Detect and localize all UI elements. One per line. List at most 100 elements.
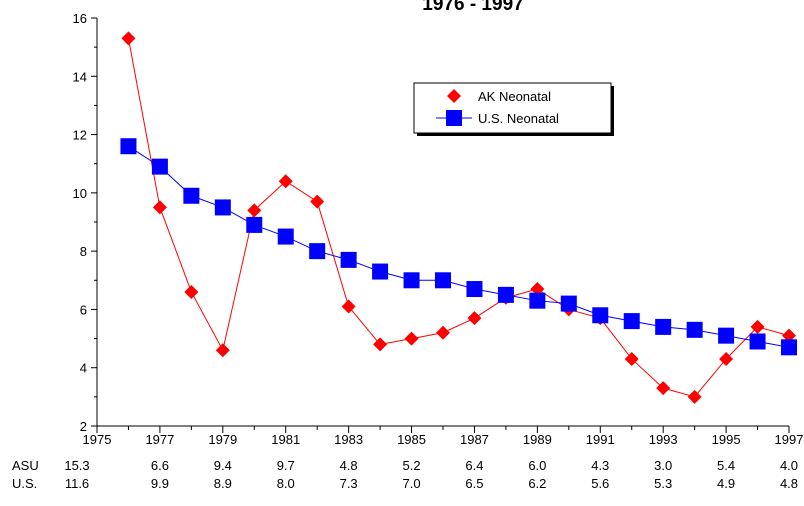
table-cell: 9.9 (151, 476, 169, 491)
x-tick-label: 1977 (145, 432, 174, 447)
data-point (151, 158, 168, 175)
data-point (623, 313, 640, 330)
table-cell: 4.3 (591, 458, 609, 473)
x-tick-label: 1985 (397, 432, 426, 447)
table-cell: 4.8 (780, 476, 798, 491)
legend-label: U.S. Neonatal (478, 111, 559, 126)
table-cell: 7.0 (403, 476, 421, 491)
data-point (467, 311, 482, 326)
data-point (624, 351, 639, 366)
data-point (530, 282, 545, 297)
data-point (183, 187, 200, 204)
x-tick-label: 1991 (586, 432, 615, 447)
table-cell: 4.8 (340, 458, 358, 473)
data-point (686, 321, 703, 338)
data-point (749, 333, 766, 350)
data-point (309, 243, 326, 260)
data-point (687, 389, 702, 404)
series-us-neonatal (120, 138, 797, 356)
data-point (466, 281, 483, 298)
data-point (247, 203, 262, 218)
y-tick-label: 2 (80, 419, 87, 434)
data-point (246, 216, 263, 233)
table-cell: 15.3 (64, 458, 89, 473)
chart-title: 1976 - 1997 (422, 0, 523, 15)
x-tick-label: 1989 (523, 432, 552, 447)
data-point (750, 319, 765, 334)
data-point (214, 199, 231, 216)
table-cell: 9.4 (214, 458, 232, 473)
data-point (184, 284, 199, 299)
data-point (782, 328, 796, 343)
table-cell: 6.5 (465, 476, 483, 491)
y-tick-label: 4 (80, 361, 87, 376)
table-cell: 11.6 (65, 476, 89, 491)
table-cell: 6.6 (151, 458, 169, 473)
series-ak-neonatal (121, 31, 796, 404)
data-point (152, 200, 167, 215)
x-tick-label: 1995 (712, 432, 741, 447)
legend-label: AK Neonatal (478, 89, 551, 104)
data-point (560, 295, 577, 312)
legend-marker (446, 110, 462, 126)
y-tick-label: 14 (73, 69, 87, 84)
data-point (341, 299, 356, 314)
series-line (127, 38, 790, 398)
table-cell: 7.3 (340, 476, 358, 491)
table-cell: 4.0 (780, 458, 798, 473)
table-cell: 8.0 (277, 476, 295, 491)
data-point (656, 381, 671, 396)
x-tick-label: 1993 (649, 432, 678, 447)
table-cell: 5.6 (591, 476, 609, 491)
series-line (128, 145, 790, 348)
table-cell: 6.2 (528, 476, 546, 491)
y-tick-label: 16 (73, 11, 87, 26)
data-point (277, 228, 294, 245)
data-point (120, 138, 137, 155)
legend-item: AK Neonatal (447, 89, 551, 104)
data-point (719, 351, 734, 366)
data-point (529, 292, 546, 309)
data-point (215, 343, 230, 358)
table-cell: 5.3 (654, 476, 672, 491)
table-cell: 8.9 (214, 476, 232, 491)
y-tick-label: 8 (80, 244, 87, 259)
data-point (592, 307, 609, 324)
table-cell: 5.2 (403, 458, 421, 473)
data-point (403, 272, 420, 289)
x-tick-label: 1979 (208, 432, 237, 447)
legend-marker (447, 89, 461, 103)
data-point (310, 194, 325, 209)
table-row-label: ASU (12, 458, 39, 473)
data-point (718, 327, 735, 344)
y-tick-label: 12 (73, 128, 87, 143)
x-tick-label: 1975 (83, 432, 112, 447)
y-tick-label: 6 (80, 302, 87, 317)
y-tick-label: 10 (73, 186, 87, 201)
table-cell: 4.9 (717, 476, 735, 491)
data-point (436, 325, 450, 340)
data-point (781, 339, 797, 356)
data-point (278, 174, 293, 189)
data-point (655, 318, 672, 335)
data-point (121, 31, 136, 46)
table-cell: 6.0 (528, 458, 546, 473)
legend-item: U.S. Neonatal (436, 110, 559, 126)
table-cell: 5.4 (717, 458, 735, 473)
table-cell: 3.0 (654, 458, 672, 473)
table-cell: 9.7 (277, 458, 295, 473)
data-point (497, 286, 514, 303)
data-point (340, 251, 357, 268)
data-point (435, 272, 451, 289)
x-tick-label: 1987 (460, 432, 489, 447)
table-row: U.S. 11.6 9.9 8.9 8.0 7.3 7.0 6.5 6.2 5.6 5.3 4.9 4.… (12, 476, 798, 491)
data-point (404, 331, 419, 346)
data-point (373, 337, 388, 352)
table-cell: 6.4 (465, 458, 483, 473)
data-point (372, 263, 389, 280)
x-tick-label: 1981 (271, 432, 300, 447)
table-row-label: U.S. (12, 476, 37, 491)
table-row: ASU 15.3 6.6 9.4 9.7 4.8 5.2 6.4 6.0 4.3 3.0 5.4 4.0 (12, 458, 798, 473)
x-tick-label: 1983 (334, 432, 363, 447)
